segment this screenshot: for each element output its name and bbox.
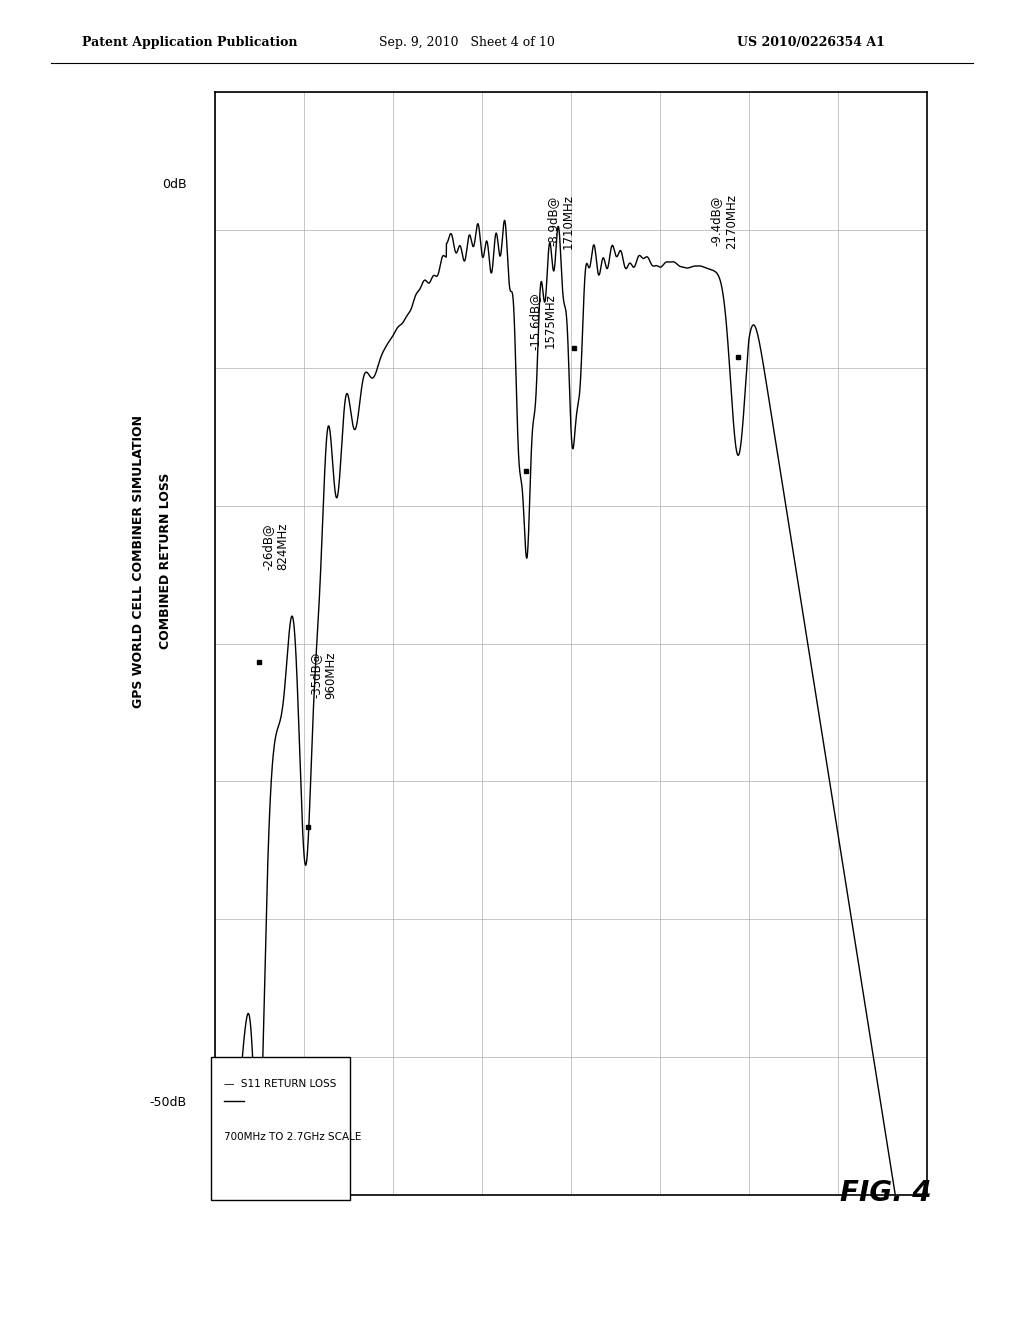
Text: -15.6dB@
1575MHz: -15.6dB@ 1575MHz [528,292,556,350]
Text: COMBINED RETURN LOSS: COMBINED RETURN LOSS [160,473,172,649]
FancyBboxPatch shape [212,1057,350,1200]
Text: 700MHz TO 2.7GHz SCALE: 700MHz TO 2.7GHz SCALE [224,1131,361,1142]
Text: -50dB: -50dB [150,1096,186,1109]
Text: Sep. 9, 2010   Sheet 4 of 10: Sep. 9, 2010 Sheet 4 of 10 [379,36,555,49]
Text: -9.4dB@
2170MHz: -9.4dB@ 2170MHz [710,194,738,248]
Text: —  S11 RETURN LOSS: — S11 RETURN LOSS [224,1078,337,1089]
Text: -26dB@
824MHz: -26dB@ 824MHz [261,523,290,570]
Text: 0dB: 0dB [162,178,186,191]
Text: -8.9dB@
1710MHz: -8.9dB@ 1710MHz [546,194,574,248]
Text: -35dB@
960MHz: -35dB@ 960MHz [309,651,338,698]
Text: Patent Application Publication: Patent Application Publication [82,36,297,49]
Text: US 2010/0226354 A1: US 2010/0226354 A1 [737,36,885,49]
Text: FIG. 4: FIG. 4 [840,1179,931,1208]
Text: GPS WORLD CELL COMBINER SIMULATION: GPS WORLD CELL COMBINER SIMULATION [132,414,144,708]
